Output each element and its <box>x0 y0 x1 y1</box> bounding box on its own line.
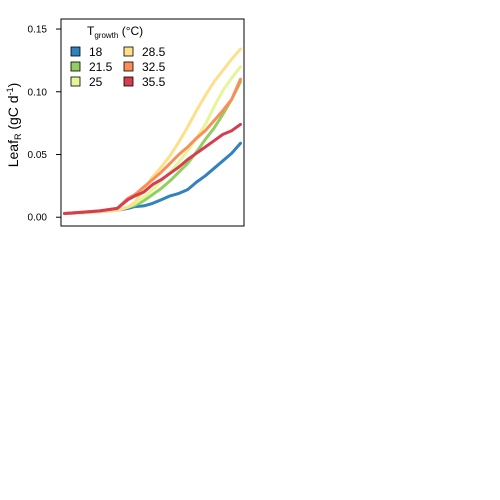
y-tick-label-1: 0.05 <box>28 150 48 161</box>
legend-label-0: 18 <box>89 45 103 59</box>
legend-label-5: 35.5 <box>142 75 166 89</box>
y-tick-label-0: 0.00 <box>28 213 48 224</box>
legend-swatch-5 <box>123 76 134 87</box>
series-line-3 <box>63 47 242 215</box>
legend-swatch-1 <box>70 61 81 72</box>
legend-title-main: T <box>87 24 95 38</box>
legend-swatch-3 <box>123 46 134 57</box>
legend-swatch-4 <box>123 61 134 72</box>
series-layer <box>63 47 242 215</box>
y-axis-title-sup: -1 <box>5 87 15 95</box>
y-tick-label-3: 0.15 <box>28 25 48 36</box>
legend-swatch-0 <box>70 46 81 57</box>
plot-frame <box>60 18 245 227</box>
series-line-1 <box>63 80 242 215</box>
y-tick-label-2: 0.10 <box>28 87 48 98</box>
y-axis-title: LeafR (gC d-1) <box>5 83 23 168</box>
y-axis: 0.00 0.05 0.10 0.15 <box>28 25 61 224</box>
series-line-5 <box>63 122 242 215</box>
y-axis-title-unit: (gC d <box>5 95 21 133</box>
legend-label-1: 21.5 <box>89 60 113 74</box>
legend-label-2: 25 <box>89 75 103 89</box>
legend-label-3: 28.5 <box>142 45 166 59</box>
y-axis-title-main: Leaf <box>5 140 21 167</box>
legend-title-unit: (°C) <box>118 24 143 38</box>
y-axis-title-sub: R <box>13 133 23 140</box>
legend-title: Tgrowth (°C) <box>87 24 143 40</box>
legend-label-4: 32.5 <box>142 60 166 74</box>
legend-title-sub: growth <box>94 31 118 40</box>
legend-swatch-2 <box>70 76 81 87</box>
y-axis-title-close: ) <box>5 83 21 88</box>
